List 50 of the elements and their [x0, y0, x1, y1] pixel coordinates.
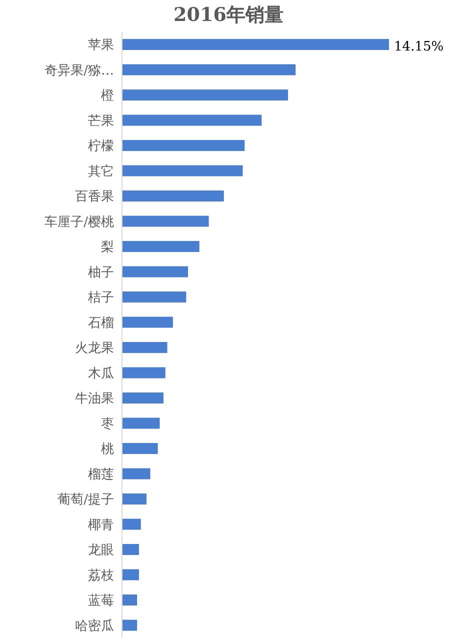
bar [122, 165, 243, 176]
y-tick-label: 梨 [101, 240, 114, 256]
y-tick-label: 柠檬 [88, 139, 114, 154]
y-tick-label: 其它 [88, 163, 114, 180]
bar [122, 544, 139, 555]
y-tick-label: 火龙果 [75, 341, 114, 356]
bar [122, 367, 166, 378]
y-tick-label: 石榴 [88, 316, 114, 331]
y-tick-label: 龙眼 [88, 543, 114, 558]
y-tick-label: 奇异果/猕… [44, 63, 114, 78]
bar [122, 392, 164, 404]
bar [122, 39, 389, 50]
y-tick-label: 椰青 [88, 518, 114, 533]
y-tick-label: 柚子 [88, 265, 114, 280]
y-tick-label: 橙 [101, 88, 114, 104]
y-tick-label: 哈密瓜 [75, 618, 114, 634]
y-tick-label: 枣 [101, 416, 114, 432]
y-tick-label: 百香果 [75, 190, 114, 205]
y-tick-label: 苹果 [88, 38, 114, 54]
bar [122, 620, 138, 631]
y-tick-label: 葡萄/提子 [58, 492, 114, 508]
bar [122, 518, 141, 530]
bar [122, 342, 168, 353]
y-tick-label: 榴莲 [88, 467, 114, 482]
bar [122, 140, 245, 151]
y-tick-label: 荔枝 [88, 568, 114, 584]
bar [122, 468, 150, 480]
bar [122, 114, 262, 126]
bar [122, 316, 173, 328]
bar [122, 292, 186, 302]
bar [122, 569, 139, 580]
bar [122, 90, 288, 100]
bar [122, 443, 158, 454]
y-tick-label: 木瓜 [88, 366, 114, 382]
bar [122, 266, 188, 278]
y-tick-label: 桃 [101, 442, 114, 458]
data-label: 14.15% [394, 40, 444, 54]
bar [122, 418, 160, 429]
y-tick-label: 牛油果 [75, 392, 114, 407]
bar [122, 494, 147, 504]
y-tick-label: 桔子 [87, 290, 114, 306]
bar [122, 594, 138, 606]
bar [122, 216, 209, 227]
bar [122, 190, 224, 202]
y-tick-label: 芒果 [88, 114, 114, 129]
y-tick-label: 蓝莓 [88, 594, 114, 609]
chart-title: 2016年销量 [172, 3, 284, 28]
y-tick-label: 车厘子/樱桃 [44, 214, 114, 230]
bar [122, 64, 296, 76]
bar [122, 241, 200, 252]
